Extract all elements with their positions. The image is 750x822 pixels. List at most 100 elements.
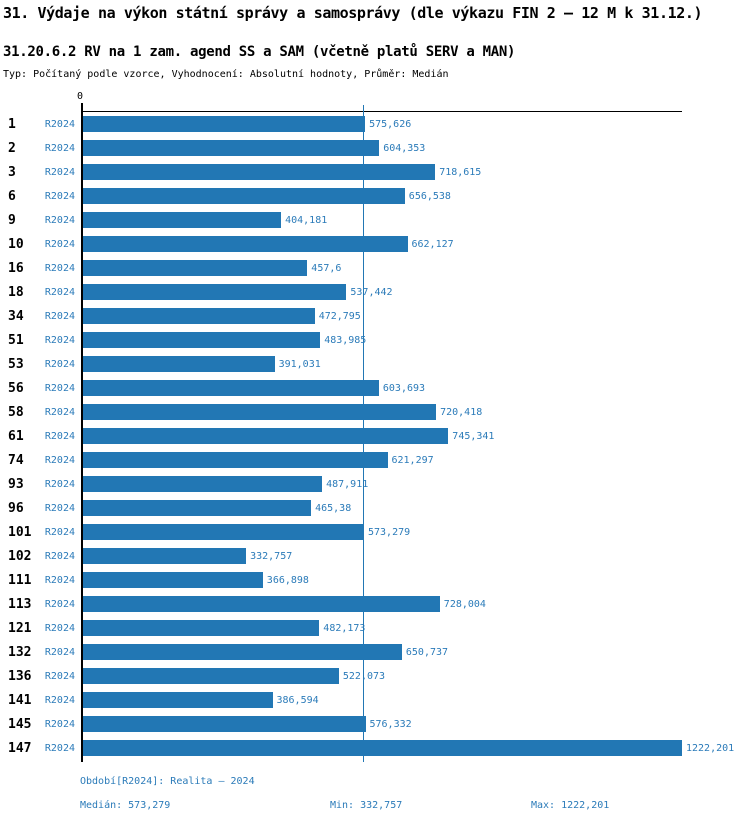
row-period-label: R2024 xyxy=(44,214,75,226)
row-number-label: 51 xyxy=(8,332,24,348)
value-bar xyxy=(83,716,366,732)
row-number-label: 10 xyxy=(8,236,24,252)
chart-row: 6 R2024 656,538 xyxy=(0,184,750,208)
value-bar xyxy=(83,284,347,300)
row-number-label: 102 xyxy=(8,548,32,564)
row-period-label: R2024 xyxy=(44,574,75,586)
bar-wrap: 650,737 xyxy=(83,640,750,664)
bar-wrap: 656,538 xyxy=(83,184,750,208)
chart-row: 111 R2024 366,898 xyxy=(0,568,750,592)
bar-value-label: 332,757 xyxy=(250,550,293,562)
row-period-label: R2024 xyxy=(44,550,75,562)
bar-value-label: 522,073 xyxy=(342,670,386,682)
value-bar xyxy=(83,548,247,564)
value-bar xyxy=(83,644,402,660)
row-period-label: R2024 xyxy=(44,334,75,346)
chart-row: 2 R2024 604,353 xyxy=(0,136,750,160)
value-bar xyxy=(83,380,379,396)
chart-row: 34 R2024 472,795 xyxy=(0,304,750,328)
bar-wrap: 728,004 xyxy=(83,592,750,616)
chart-row: 16 R2024 457,6 xyxy=(0,256,750,280)
bar-value-label: 720,418 xyxy=(440,406,483,418)
value-bar xyxy=(83,572,263,588)
row-number-label: 101 xyxy=(8,524,32,540)
row-period-label: R2024 xyxy=(44,238,75,250)
row-number-label: 34 xyxy=(8,308,24,324)
bar-value-label: 386,594 xyxy=(276,694,319,706)
row-period-label: R2024 xyxy=(44,502,75,514)
bar-wrap: 662,127 xyxy=(83,232,750,256)
value-bar xyxy=(83,476,323,492)
bar-value-label: 487,911 xyxy=(326,478,369,490)
chart-row: 121 R2024 482,173 xyxy=(0,616,750,640)
chart-row: 93 R2024 487,911 xyxy=(0,472,750,496)
chart-rows: 1 R2024 575,626 2 R2024 604,353 3 R2024 718,615 6… xyxy=(0,112,750,760)
chart-row: 61 R2024 745,341 xyxy=(0,424,750,448)
bar-wrap: 487,911 xyxy=(83,472,750,496)
value-bar xyxy=(83,596,440,612)
value-bar xyxy=(83,740,682,756)
bar-value-label: 457,6 xyxy=(311,262,342,274)
value-bar xyxy=(83,356,275,372)
bar-value-label: 576,332 xyxy=(369,718,412,730)
footer-period-label: Období[R2024]: Realita – 2024 xyxy=(80,776,255,787)
row-period-label: R2024 xyxy=(44,190,75,202)
chart-row: 53 R2024 391,031 xyxy=(0,352,750,376)
bar-value-label: 575,626 xyxy=(369,118,412,130)
bar-value-label: 573,279 xyxy=(368,526,411,538)
chart-row: 96 R2024 465,38 xyxy=(0,496,750,520)
row-period-label: R2024 xyxy=(44,382,75,394)
bar-value-label: 404,181 xyxy=(285,214,328,226)
row-number-label: 121 xyxy=(8,620,32,636)
row-period-label: R2024 xyxy=(44,670,75,682)
chart-row: 3 R2024 718,615 xyxy=(0,160,750,184)
bar-value-label: 465,38 xyxy=(315,502,352,514)
row-number-label: 141 xyxy=(8,692,32,708)
row-period-label: R2024 xyxy=(44,646,75,658)
bar-wrap: 575,626 xyxy=(83,112,750,136)
row-number-label: 6 xyxy=(8,188,16,204)
row-period-label: R2024 xyxy=(44,358,75,370)
bar-wrap: 483,985 xyxy=(83,328,750,352)
row-period-label: R2024 xyxy=(44,286,75,298)
chart-row: 58 R2024 720,418 xyxy=(0,400,750,424)
row-number-label: 2 xyxy=(8,140,16,156)
bar-wrap: 332,757 xyxy=(83,544,750,568)
chart-row: 113 R2024 728,004 xyxy=(0,592,750,616)
bar-wrap: 718,615 xyxy=(83,160,750,184)
bar-wrap: 573,279 xyxy=(83,520,750,544)
row-period-label: R2024 xyxy=(44,262,75,274)
row-number-label: 93 xyxy=(8,476,24,492)
row-number-label: 111 xyxy=(8,572,32,588)
value-bar xyxy=(83,692,273,708)
value-bar xyxy=(83,116,366,132)
bar-value-label: 603,693 xyxy=(382,382,426,394)
footer-max-label: Max: 1222,201 xyxy=(531,800,610,811)
row-number-label: 58 xyxy=(8,404,24,420)
bar-wrap: 457,6 xyxy=(83,256,750,280)
value-bar xyxy=(83,212,282,228)
row-number-label: 61 xyxy=(8,428,24,444)
bar-wrap: 522,073 xyxy=(83,664,750,688)
row-number-label: 3 xyxy=(8,164,16,180)
value-bar xyxy=(83,452,388,468)
chart-row: 102 R2024 332,757 xyxy=(0,544,750,568)
bar-value-label: 1222,201 xyxy=(686,742,735,754)
row-number-label: 132 xyxy=(8,644,32,660)
row-number-label: 74 xyxy=(8,452,24,468)
bar-wrap: 745,341 xyxy=(83,424,750,448)
value-bar xyxy=(83,500,312,516)
chart-row: 136 R2024 522,073 xyxy=(0,664,750,688)
bar-value-label: 745,341 xyxy=(452,430,495,442)
value-bar xyxy=(83,668,339,684)
bar-value-label: 656,538 xyxy=(408,190,451,202)
value-bar xyxy=(83,404,437,420)
chart-row: 132 R2024 650,737 xyxy=(0,640,750,664)
bar-value-label: 604,353 xyxy=(383,142,426,154)
footer-median-label: Medián: 573,279 xyxy=(80,800,171,811)
bar-wrap: 604,353 xyxy=(83,136,750,160)
row-period-label: R2024 xyxy=(44,166,75,178)
chart-row: 18 R2024 537,442 xyxy=(0,280,750,304)
row-number-label: 113 xyxy=(8,596,32,612)
chart-row: 74 R2024 621,297 xyxy=(0,448,750,472)
